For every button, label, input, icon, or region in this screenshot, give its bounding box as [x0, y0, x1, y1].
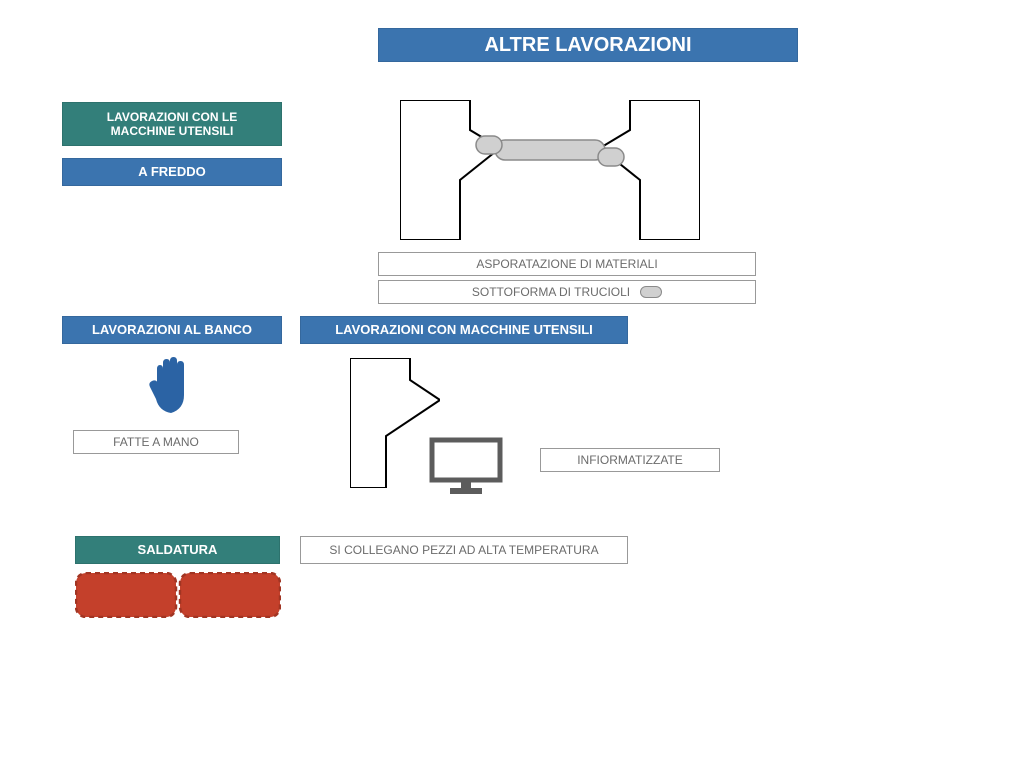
label-text: SI COLLEGANO PEZZI AD ALTA TEMPERATURA — [329, 543, 598, 557]
title-bar: ALTRE LAVORAZIONI — [378, 28, 798, 62]
machining-diagram — [400, 100, 700, 240]
label-lavorazioni_macchine: LAVORAZIONI CON LE MACCHINE UTENSILI — [62, 102, 282, 146]
label-text: SOTTOFORMA DI TRUCIOLI — [472, 285, 630, 299]
label-lav_con_macchine: LAVORAZIONI CON MACCHINE UTENSILI — [300, 316, 628, 344]
label-lav_al_banco: LAVORAZIONI AL BANCO — [62, 316, 282, 344]
saldatura-blocks — [75, 572, 281, 618]
label-asportazione: ASPORATAZIONE DI MATERIALI — [378, 252, 756, 276]
label-text: FATTE A MANO — [113, 435, 199, 449]
monitor-icon — [428, 436, 504, 496]
tool-outline-icon — [350, 358, 440, 488]
label-text: ASPORATAZIONE DI MATERIALI — [476, 257, 657, 271]
label-a_freddo: A FREDDO — [62, 158, 282, 186]
chip-icon — [640, 286, 662, 298]
label-saldatura: SALDATURA — [75, 536, 280, 564]
label-si_collegano: SI COLLEGANO PEZZI AD ALTA TEMPERATURA — [300, 536, 628, 564]
label-fatte_a_mano: FATTE A MANO — [73, 430, 239, 454]
label-informatizzate: INFIORMATIZZATE — [540, 448, 720, 472]
label-text: INFIORMATIZZATE — [577, 453, 683, 467]
label-sottoforma: SOTTOFORMA DI TRUCIOLI — [378, 280, 756, 304]
hand-icon — [147, 355, 195, 415]
